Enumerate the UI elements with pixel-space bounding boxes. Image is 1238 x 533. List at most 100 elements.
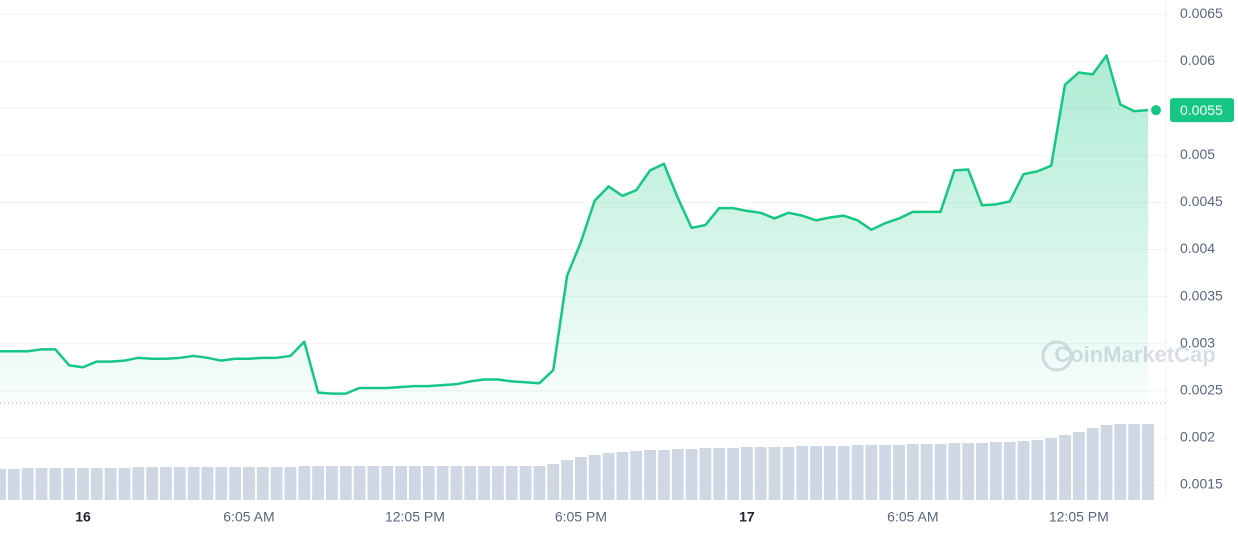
volume-bar bbox=[920, 444, 933, 500]
volume-bar bbox=[90, 468, 103, 500]
volume-bar bbox=[436, 466, 449, 500]
volume-bar bbox=[298, 466, 311, 500]
volume-bar bbox=[989, 442, 1002, 500]
volume-bar bbox=[118, 468, 131, 500]
volume-bar bbox=[173, 467, 186, 500]
volume-bar bbox=[879, 445, 892, 500]
volume-bar bbox=[630, 451, 643, 500]
price-badge bbox=[1170, 98, 1234, 123]
volume-bar bbox=[823, 446, 836, 500]
volume-bar bbox=[326, 466, 338, 500]
y-tick-label: 0.0015 bbox=[1180, 476, 1223, 492]
volume-bar bbox=[602, 453, 615, 500]
volume-bar bbox=[270, 467, 283, 500]
volume-bar bbox=[962, 443, 975, 500]
volume-bar bbox=[837, 446, 850, 500]
volume-bar bbox=[422, 466, 435, 500]
volume-bar bbox=[934, 444, 947, 500]
volume-bar bbox=[492, 466, 504, 500]
x-tick-label: 12:05 PM bbox=[385, 509, 445, 525]
volume-bar bbox=[810, 446, 822, 500]
price-badge-label: 0.0055 bbox=[1180, 102, 1223, 118]
volume-bar bbox=[187, 467, 200, 500]
price-line bbox=[0, 54, 1149, 395]
y-tick-label: 0.0065 bbox=[1180, 5, 1223, 21]
volume-bar bbox=[284, 467, 297, 500]
x-tick-label: 6:05 AM bbox=[223, 509, 274, 525]
volume-bar bbox=[339, 466, 352, 500]
volume-bar bbox=[1003, 442, 1016, 500]
volume-bar bbox=[353, 466, 366, 500]
volume-bar bbox=[1031, 440, 1044, 500]
y-tick-label: 0.005 bbox=[1180, 146, 1215, 162]
volume-bar bbox=[533, 466, 546, 500]
volume-bar bbox=[754, 447, 767, 500]
volume-bar bbox=[243, 467, 255, 500]
volume-bar bbox=[671, 449, 684, 500]
volume-bar bbox=[1017, 441, 1030, 500]
volume-bar bbox=[312, 466, 325, 500]
area bbox=[0, 55, 1148, 404]
volume-bar bbox=[588, 455, 601, 500]
volume-bar bbox=[1045, 438, 1058, 500]
volume-bar bbox=[865, 445, 878, 500]
x-tick-label: 6:05 AM bbox=[887, 509, 938, 525]
volume-bar bbox=[519, 466, 532, 500]
volume-bar bbox=[215, 467, 228, 500]
volume-bar bbox=[1142, 424, 1154, 500]
volume-bar bbox=[699, 448, 712, 500]
volume-bar bbox=[146, 467, 159, 500]
volume-bar bbox=[395, 466, 408, 500]
volume-bar bbox=[948, 443, 961, 500]
x-tick-label: 6:05 PM bbox=[555, 509, 607, 525]
volume-bar bbox=[657, 450, 670, 500]
volume-bar bbox=[104, 468, 117, 500]
volume-bar bbox=[616, 452, 629, 500]
volume-bar bbox=[561, 460, 573, 500]
last-point bbox=[1151, 105, 1161, 116]
volume-bar bbox=[160, 467, 172, 500]
volume-bar bbox=[21, 468, 34, 500]
y-tick-label: 0.0035 bbox=[1180, 287, 1223, 303]
volume-bar bbox=[644, 450, 656, 500]
volume-bar bbox=[685, 449, 698, 500]
volume-bar bbox=[367, 466, 380, 500]
volume-bar bbox=[782, 447, 795, 500]
volume-bar bbox=[727, 448, 739, 500]
volume-bar bbox=[450, 466, 463, 500]
volume-bar bbox=[77, 468, 89, 500]
volume-bar bbox=[229, 467, 242, 500]
y-tick-label: 0.004 bbox=[1180, 240, 1215, 256]
volume-bar bbox=[35, 468, 48, 500]
y-tick-label: 0.0045 bbox=[1180, 193, 1223, 209]
volume-bar bbox=[1114, 424, 1127, 500]
volume-bar bbox=[1100, 425, 1113, 500]
volume-bar bbox=[740, 447, 753, 500]
x-tick-label: 17 bbox=[739, 509, 755, 525]
volume-bar bbox=[768, 447, 781, 500]
y-tick-label: 0.006 bbox=[1180, 52, 1215, 68]
x-tick-label: 16 bbox=[75, 509, 91, 525]
volume-bar bbox=[63, 468, 76, 500]
volume-bar bbox=[851, 445, 864, 500]
volume-bar bbox=[256, 467, 269, 500]
volume-bar bbox=[464, 466, 477, 500]
volume-bar bbox=[49, 468, 62, 500]
volume-bar bbox=[547, 464, 560, 500]
volume-bar bbox=[1059, 435, 1071, 500]
volume-bar bbox=[713, 448, 726, 500]
y-tick-label: 0.002 bbox=[1180, 429, 1215, 445]
volume-bar bbox=[1086, 428, 1099, 500]
volume-bar bbox=[7, 469, 20, 500]
volume-bar bbox=[0, 469, 6, 500]
volume-bar bbox=[381, 466, 394, 500]
volume-bar bbox=[893, 445, 905, 500]
volume-bar bbox=[478, 466, 491, 500]
volume-bar bbox=[505, 466, 518, 500]
volume-bar bbox=[409, 466, 421, 500]
volume-bar bbox=[1128, 424, 1141, 500]
volume-bar bbox=[906, 444, 919, 500]
volume-bar bbox=[575, 457, 587, 500]
y-tick-label: 0.0025 bbox=[1180, 381, 1223, 397]
